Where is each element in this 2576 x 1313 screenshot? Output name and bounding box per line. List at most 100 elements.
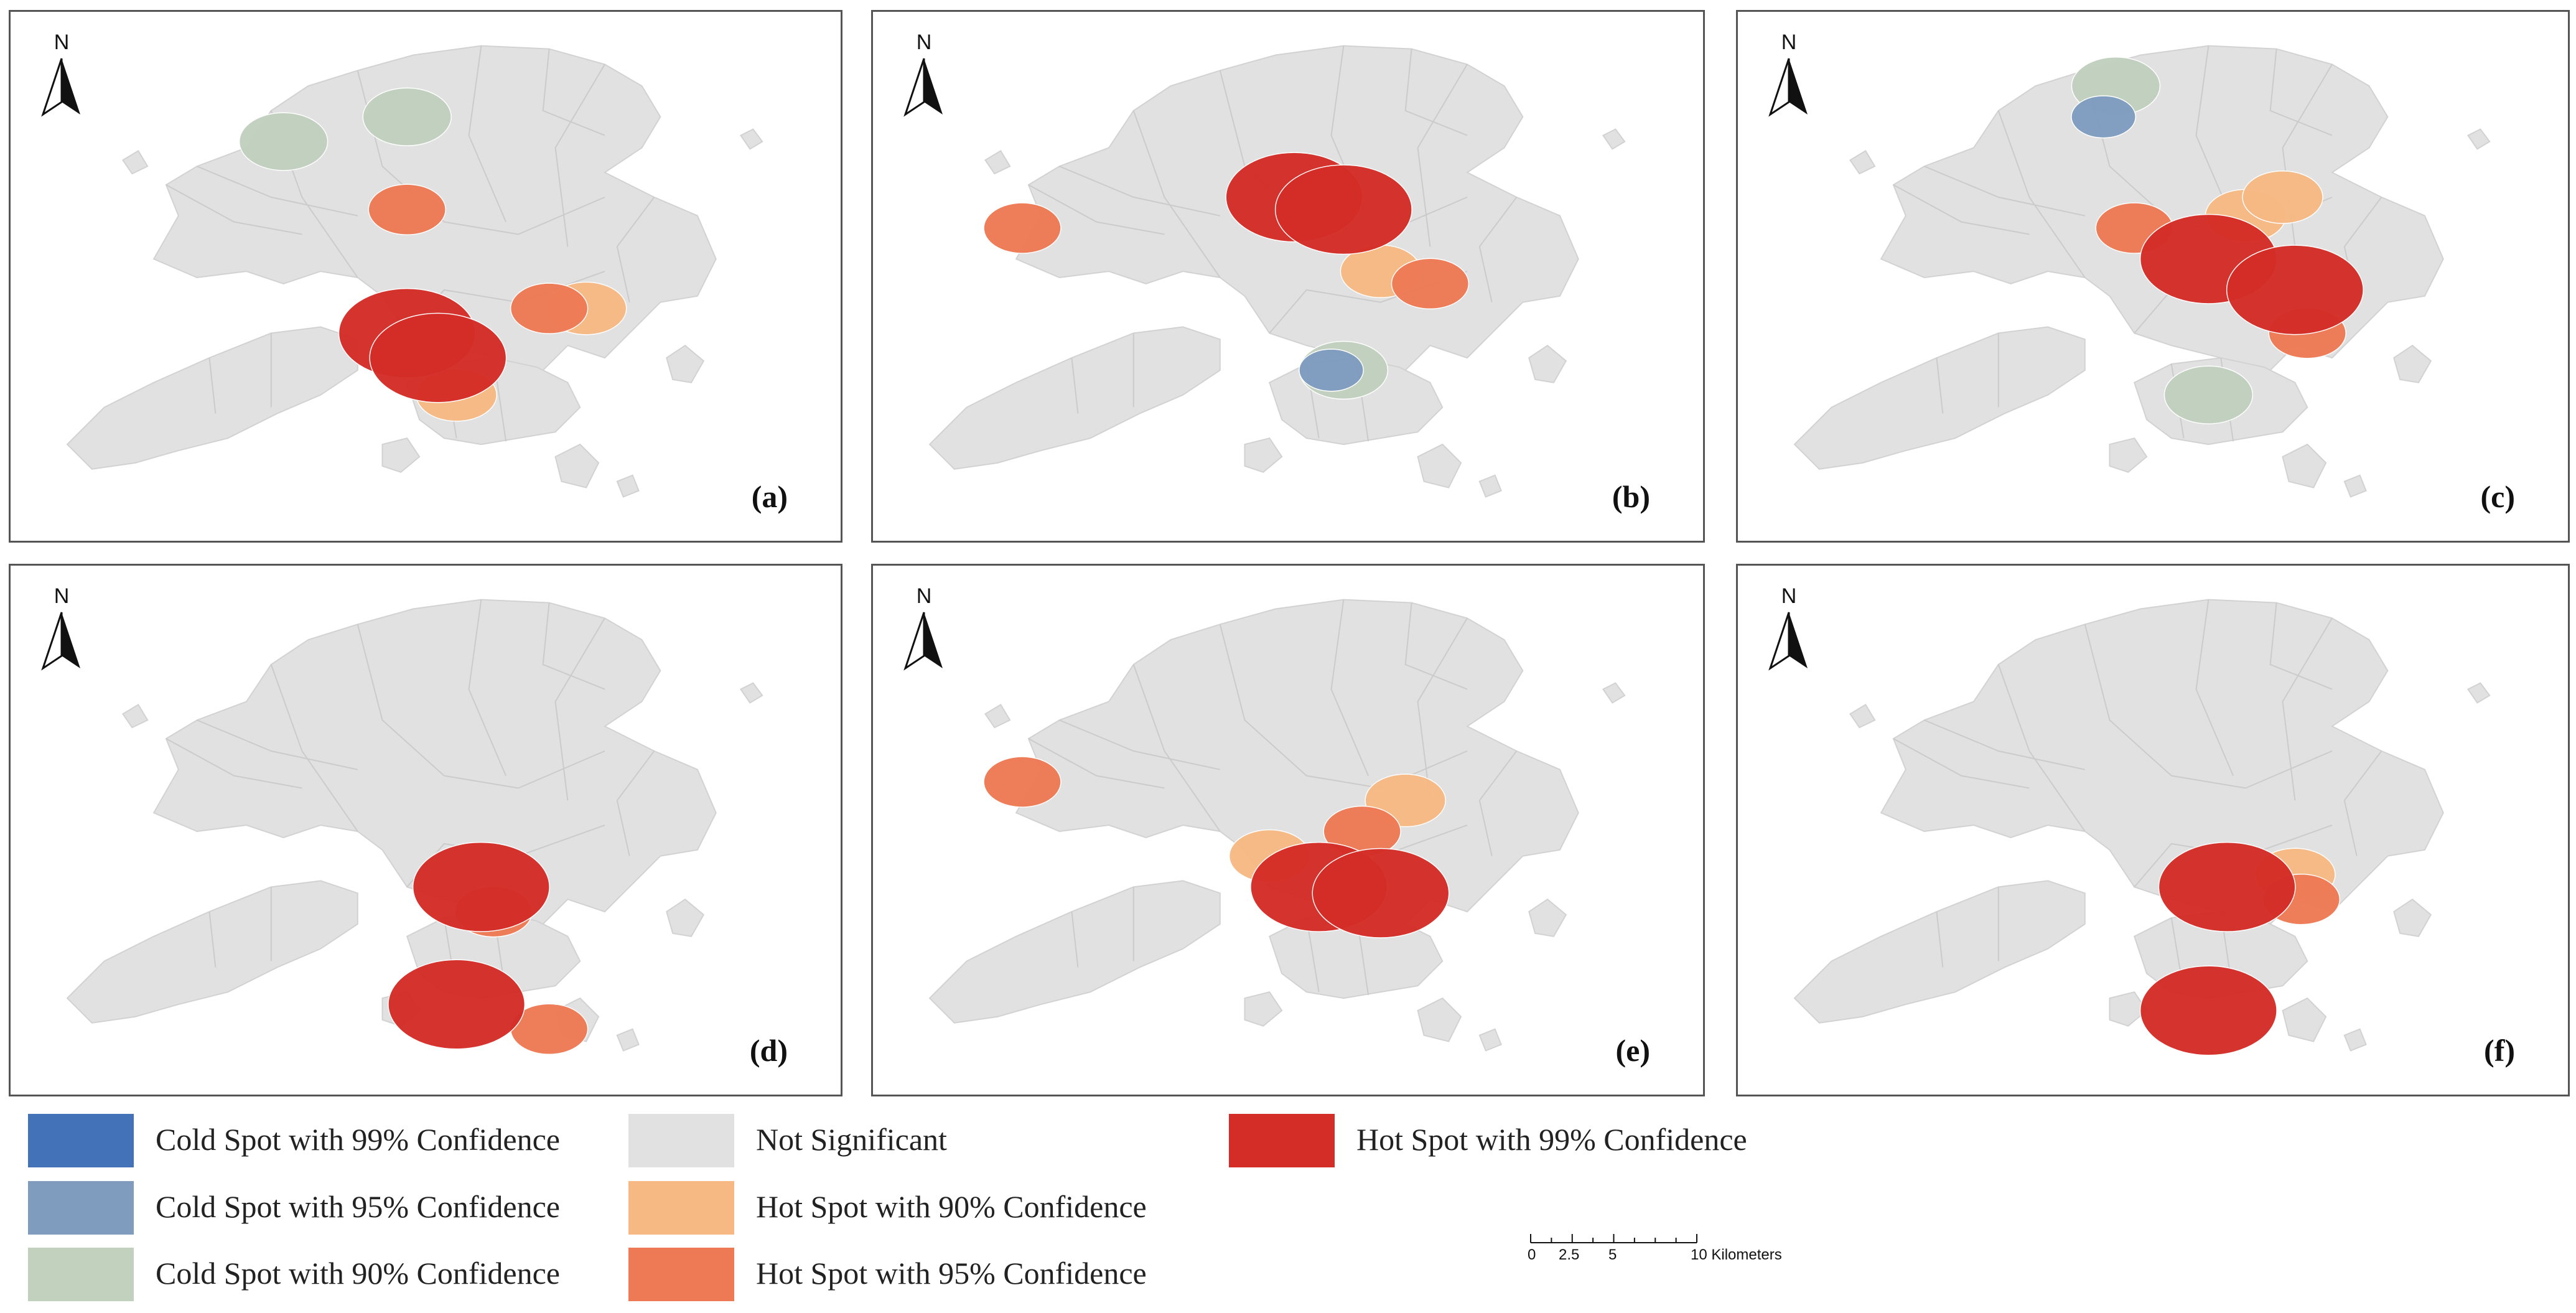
legend-swatch-hot99 <box>1229 1114 1335 1167</box>
district-boundary <box>1219 624 1307 777</box>
cluster-hot95 <box>1391 258 1470 310</box>
cluster-hot95 <box>510 283 589 334</box>
north-arrow-icon <box>41 612 80 671</box>
district-boundary <box>357 624 445 777</box>
district-boundary <box>1404 49 1468 136</box>
district-boundary <box>197 166 358 217</box>
district-boundary <box>270 664 358 832</box>
islet <box>1849 150 1876 175</box>
islet <box>2109 437 2148 473</box>
islet <box>984 704 1011 729</box>
landmass-lantau <box>1793 880 2086 1024</box>
scale-label-5: 5 <box>1608 1246 1617 1263</box>
district-boundary <box>468 599 507 777</box>
landmass-lantau <box>66 326 358 470</box>
islet <box>122 150 149 175</box>
scale-label-2-5: 2.5 <box>1559 1246 1580 1263</box>
district-boundary <box>1936 357 1944 414</box>
islet <box>739 682 763 704</box>
islet <box>1849 704 1876 729</box>
islet <box>1478 474 1502 498</box>
legend-label-cold99: Cold Spot with 99% Confidence <box>156 1122 560 1157</box>
islet <box>666 344 705 383</box>
panel-label: (f) <box>2484 1033 2515 1068</box>
north-arrow: N <box>37 584 86 678</box>
district-boundary <box>1028 184 1165 235</box>
panel-label: (e) <box>1615 1033 1651 1068</box>
islet <box>2343 474 2367 498</box>
district-boundary <box>1132 110 1221 278</box>
landmass-lantau <box>66 880 358 1024</box>
north-arrow-label: N <box>54 584 70 608</box>
district-boundary <box>1893 738 2030 789</box>
islet <box>2343 1028 2367 1052</box>
legend-label-ns: Not Significant <box>756 1122 947 1157</box>
cluster-hot99 <box>412 841 550 932</box>
legend-swatch-cold99 <box>28 1114 134 1167</box>
north-arrow: N <box>1764 30 1814 124</box>
islet <box>381 437 421 473</box>
district-boundary <box>1404 602 1468 690</box>
landmass-lantau <box>1793 326 2086 470</box>
cluster-hot95 <box>983 756 1062 808</box>
north-arrow-label: N <box>1781 584 1797 608</box>
panel-label: (a) <box>751 479 788 514</box>
basemap-svg <box>66 45 763 498</box>
islet <box>554 443 600 488</box>
scale-bar-graphic <box>1530 1234 1697 1243</box>
north-arrow: N <box>899 584 949 678</box>
legend-label-hot99: Hot Spot with 99% Confidence <box>1356 1122 1747 1157</box>
district-boundary <box>1132 664 1221 832</box>
district-boundary <box>468 45 507 223</box>
legend-swatch-cold95 <box>28 1181 134 1235</box>
basemap-svg <box>1793 599 2491 1056</box>
landmass-new-territories <box>1880 45 2444 371</box>
islet <box>666 898 705 937</box>
legend-label-hot90: Hot Spot with 90% Confidence <box>756 1189 1147 1224</box>
islet <box>1244 991 1283 1027</box>
north-arrow-icon <box>1768 612 1808 671</box>
district-boundary <box>1059 166 1220 217</box>
cluster-hot99 <box>388 959 526 1050</box>
cluster-cold90 <box>238 112 329 171</box>
north-arrow-label: N <box>1781 30 1797 54</box>
cluster-hot99 <box>1274 164 1412 255</box>
district-boundary <box>2269 602 2333 690</box>
legend-swatch-cold90 <box>28 1248 134 1301</box>
district-boundary <box>542 602 605 690</box>
district-boundary <box>2195 45 2234 223</box>
islet <box>2466 682 2491 704</box>
district-boundary <box>1059 719 1220 770</box>
district-boundary <box>444 196 605 235</box>
district-boundary <box>1071 357 1079 414</box>
north-arrow-icon <box>41 58 80 117</box>
map-panel-a: N (a) <box>9 10 842 543</box>
cluster-hot99 <box>2226 245 2364 335</box>
islet <box>1244 437 1283 473</box>
basemap-svg <box>928 599 1626 1052</box>
islet <box>1602 128 1626 150</box>
islet <box>122 704 149 729</box>
landmass-lantau <box>928 880 1221 1024</box>
district-boundary <box>554 63 605 247</box>
district-boundary <box>616 197 655 302</box>
map-panel-e: N (e) <box>871 564 1705 1096</box>
district-boundary <box>1417 617 1468 801</box>
north-arrow: N <box>37 30 86 124</box>
north-arrow-icon <box>903 58 943 117</box>
district-boundary <box>444 750 605 789</box>
district-boundary <box>1924 166 2085 217</box>
district-boundary <box>1936 911 1944 968</box>
islet <box>616 474 640 498</box>
basemap-svg <box>66 599 763 1055</box>
islet <box>616 1028 640 1052</box>
islet <box>739 128 763 150</box>
district-boundary <box>208 357 217 414</box>
north-arrow-label: N <box>916 584 932 608</box>
district-boundary <box>166 184 302 235</box>
cluster-hot90 <box>2242 170 2323 224</box>
district-boundary <box>1330 599 1370 777</box>
scale-label-10-km: 10 Kilometers <box>1691 1246 1782 1263</box>
district-boundary <box>1478 750 1518 856</box>
north-arrow-icon <box>1768 58 1808 117</box>
